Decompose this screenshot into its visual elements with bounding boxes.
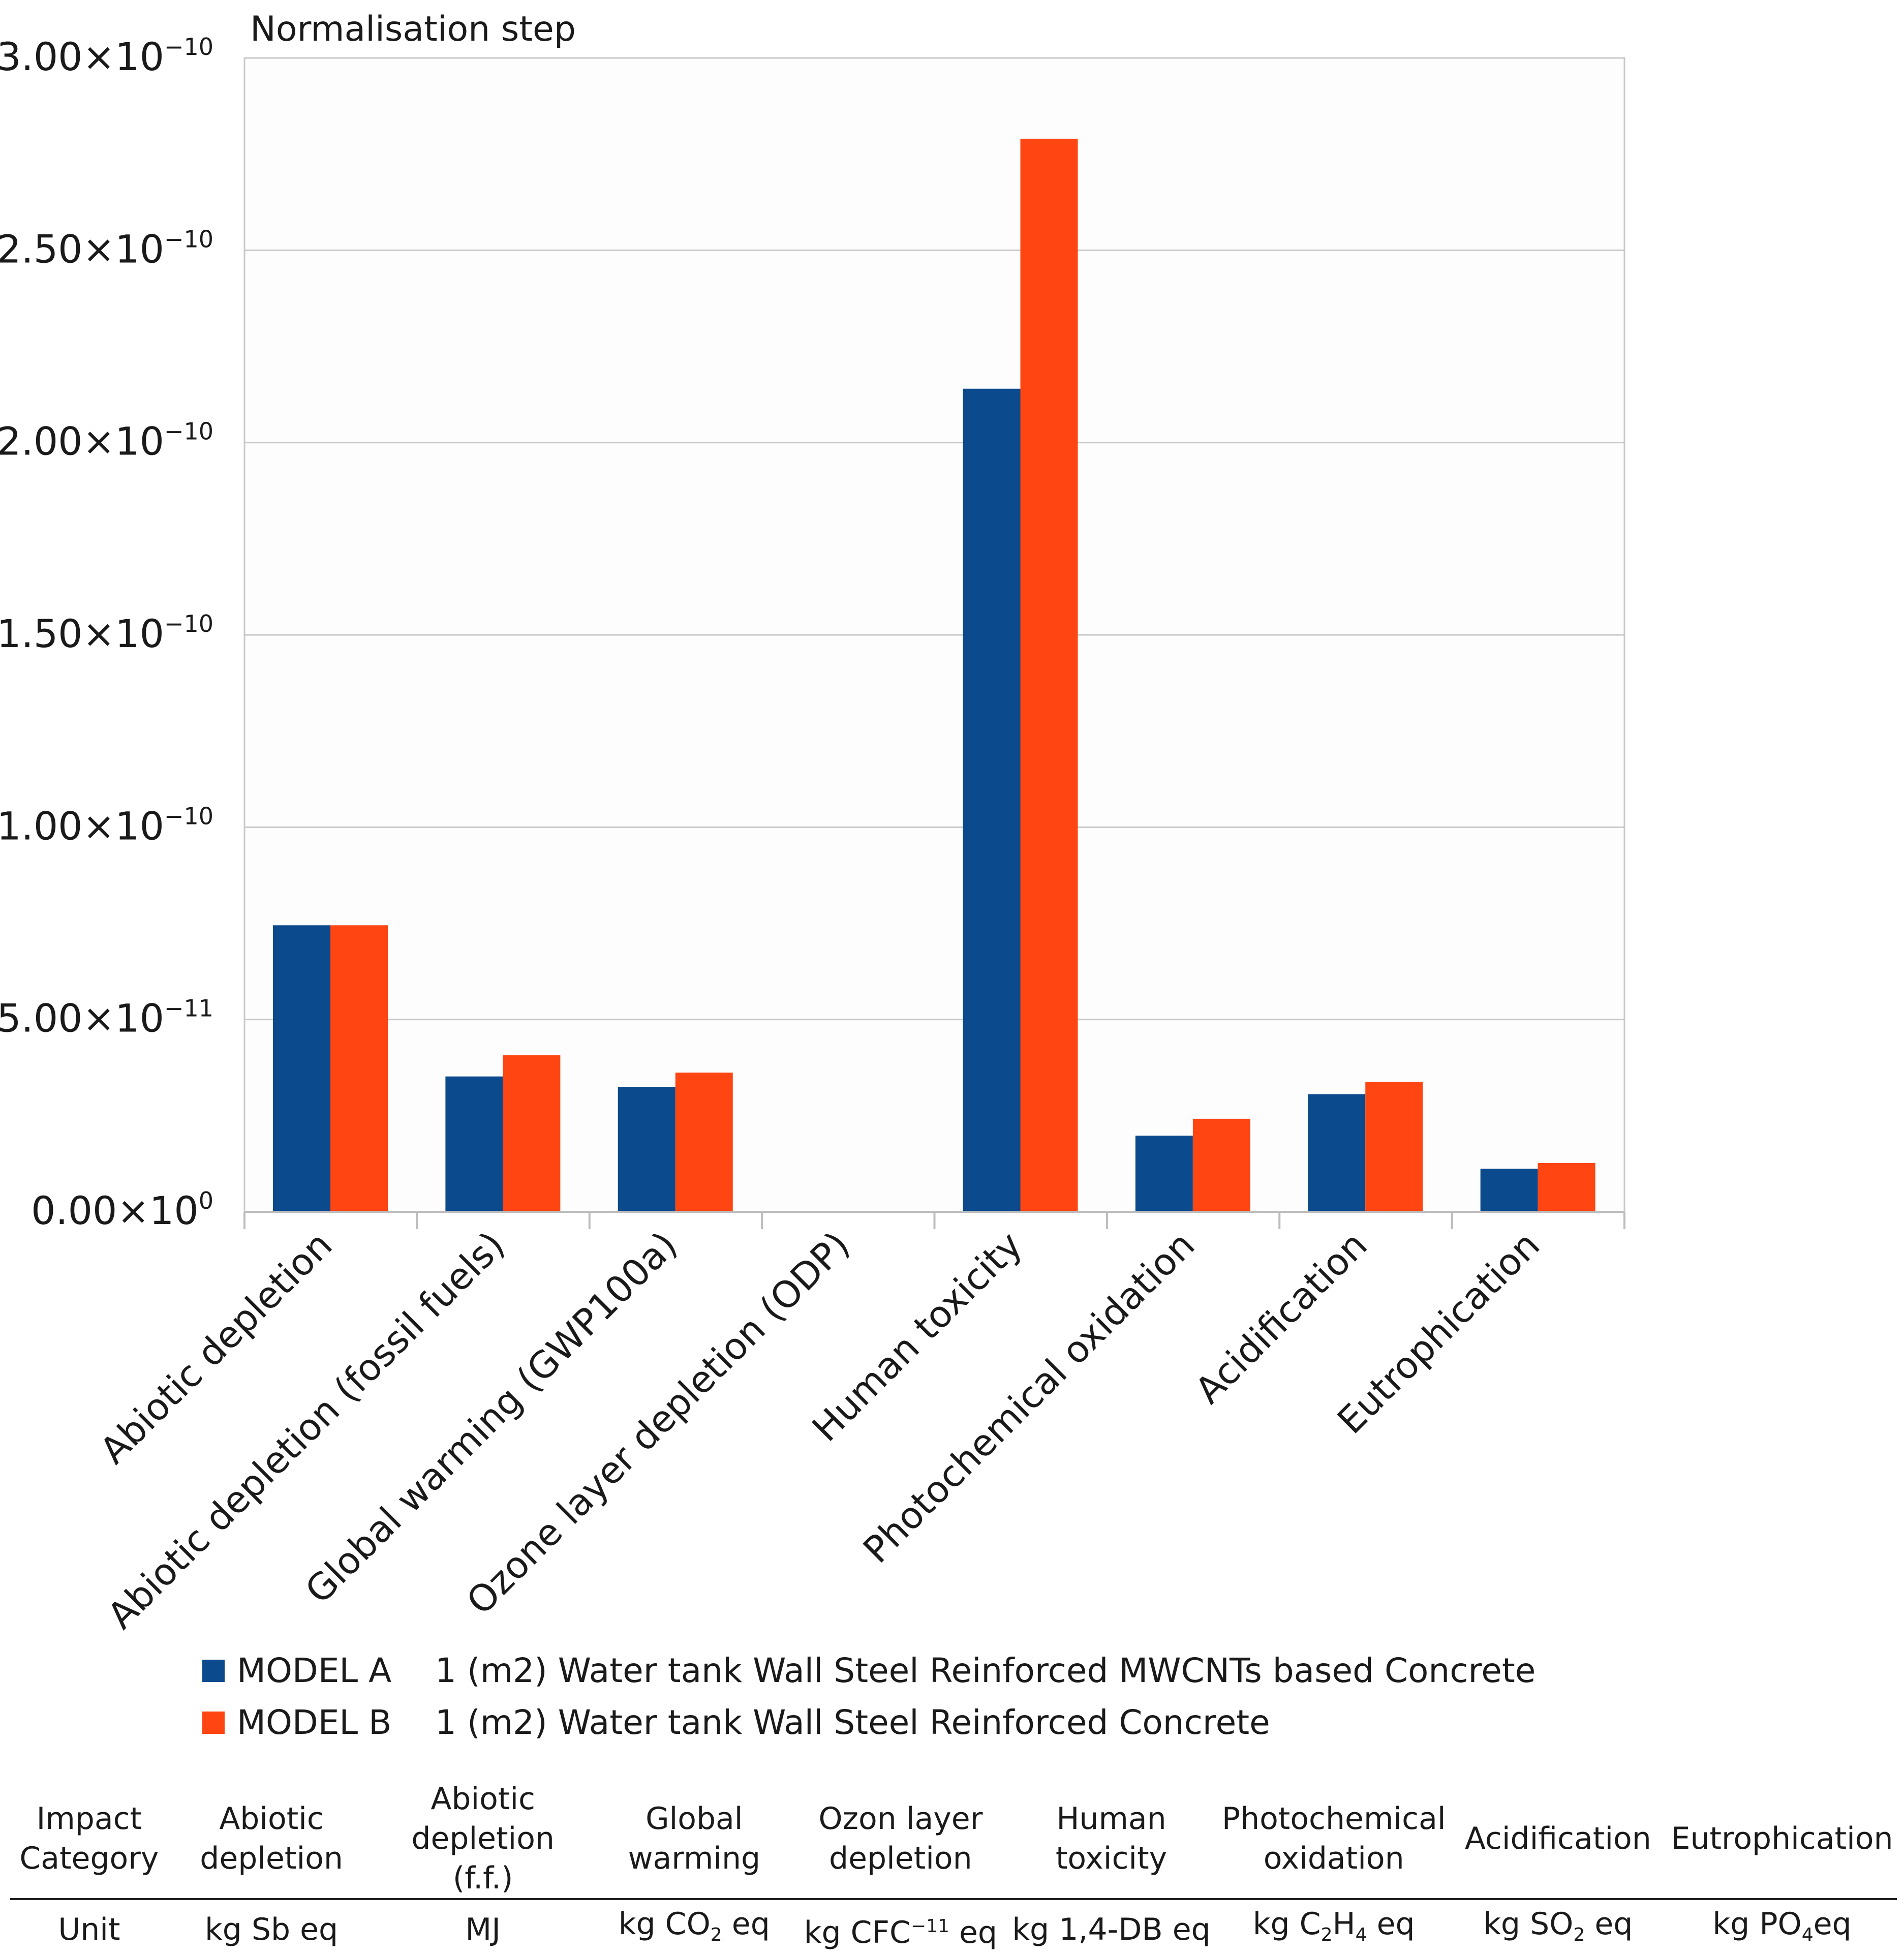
- y-tick-label: 5.00×10−11: [0, 995, 213, 1041]
- legend-model-b-label: MODEL B: [237, 1703, 392, 1742]
- y-tick-label: 1.00×10−10: [0, 802, 213, 848]
- bar-model-a-2: [445, 1076, 503, 1212]
- bar-model-b-7: [1365, 1082, 1423, 1212]
- bars: [273, 138, 1595, 1212]
- legend-item-model-a: MODEL A 1 (m2) Water tank Wall Steel Rei…: [202, 1651, 1536, 1690]
- bar-model-a-7: [1308, 1094, 1366, 1212]
- y-tick-label: 1.50×10−10: [0, 610, 213, 656]
- x-axis: [243, 1211, 1625, 1229]
- legend-model-b-description: 1 (m2) Water tank Wall Steel Reinforced …: [435, 1703, 1270, 1742]
- header-photochemical-oxidation: Photochemical oxidation: [1218, 1779, 1449, 1900]
- y-tick-label: 2.00×10−10: [0, 418, 213, 464]
- x-tick-label: Global warming (GWP100a): [297, 1224, 685, 1612]
- bar-chart: Normalisation step 0.00×100 5.00×10−11 1.0…: [0, 9, 1625, 1637]
- header-eutrophication: Eutrophication: [1667, 1779, 1897, 1900]
- y-axis-ticks: 0.00×100 5.00×10−11 1.00×10−10 1.50×10−10 2.…: [0, 33, 213, 1233]
- header-ozone-layer-depletion: Ozon layer depletion: [797, 1779, 1004, 1900]
- bar-model-a-3: [618, 1087, 675, 1212]
- bar-model-b-2: [503, 1055, 561, 1212]
- y-tick-label: 0.00×100: [31, 1187, 213, 1233]
- legend-swatch-model-a: [202, 1659, 225, 1682]
- unit-acidification: kg SO2 eq: [1483, 1906, 1633, 1945]
- legend-item-model-b: MODEL B 1 (m2) Water tank Wall Steel Rei…: [202, 1703, 1270, 1742]
- header-abiotic-depletion-ff: Abiotic depletion (f.f.): [375, 1779, 591, 1900]
- units-table-header-row: Impact Category Abiotic depletion Abiotic d…: [10, 1779, 1897, 1900]
- bar-model-b-1: [330, 925, 388, 1212]
- x-tick-label: Acidification: [1187, 1224, 1375, 1412]
- unit-global-warming: kg CO2 eq: [618, 1906, 770, 1945]
- bar-model-a-6: [1135, 1136, 1193, 1212]
- unit-photochemical-oxidation: kg C2H4 eq: [1252, 1906, 1415, 1945]
- y-tick-label: 3.00×10−10: [0, 33, 213, 79]
- header-acidification: Acidification: [1449, 1779, 1668, 1900]
- header-impact-category: Impact Category: [10, 1779, 168, 1900]
- units-table: Impact Category Abiotic depletion Abiotic d…: [10, 1779, 1897, 1955]
- x-tick-label: Ozone layer depletion (ODP): [458, 1224, 858, 1623]
- bar-model-a-1: [273, 925, 330, 1212]
- header-human-toxicity: Human toxicity: [1004, 1779, 1219, 1900]
- unit-abiotic-depletion-ff: MJ: [465, 1912, 501, 1947]
- bar-model-a-8: [1480, 1169, 1538, 1212]
- bar-model-b-8: [1538, 1163, 1595, 1212]
- chart-title: Normalisation step: [250, 9, 576, 49]
- unit-label: Unit: [58, 1912, 120, 1947]
- legend-model-a-description: 1 (m2) Water tank Wall Steel Reinforced …: [435, 1651, 1536, 1690]
- legend-model-a-label: MODEL A: [237, 1651, 392, 1690]
- y-tick-label: 2.50×10−10: [0, 225, 213, 271]
- bar-model-b-3: [675, 1073, 733, 1212]
- header-abiotic-depletion: Abiotic depletion: [168, 1779, 375, 1900]
- legend-swatch-model-b: [202, 1711, 225, 1734]
- bar-model-b-6: [1192, 1118, 1250, 1212]
- unit-eutrophication: kg PO4eq: [1712, 1906, 1852, 1945]
- unit-human-toxicity: kg 1,4-DB eq: [1012, 1912, 1211, 1947]
- units-table-unit-row: Unit kg Sb eq MJ kg CO2 eq kg CFC−11 eq …: [10, 1899, 1897, 1955]
- bar-model-a-5: [963, 388, 1021, 1212]
- unit-abiotic-depletion: kg Sb eq: [204, 1912, 339, 1947]
- x-tick-label: Photochemical oxidation: [855, 1224, 1203, 1571]
- header-global-warming: Global warming: [591, 1779, 797, 1900]
- bar-model-b-5: [1020, 138, 1078, 1212]
- gridlines: [244, 57, 1624, 1021]
- unit-ozone-layer-depletion: kg CFC−11 eq: [804, 1915, 997, 1950]
